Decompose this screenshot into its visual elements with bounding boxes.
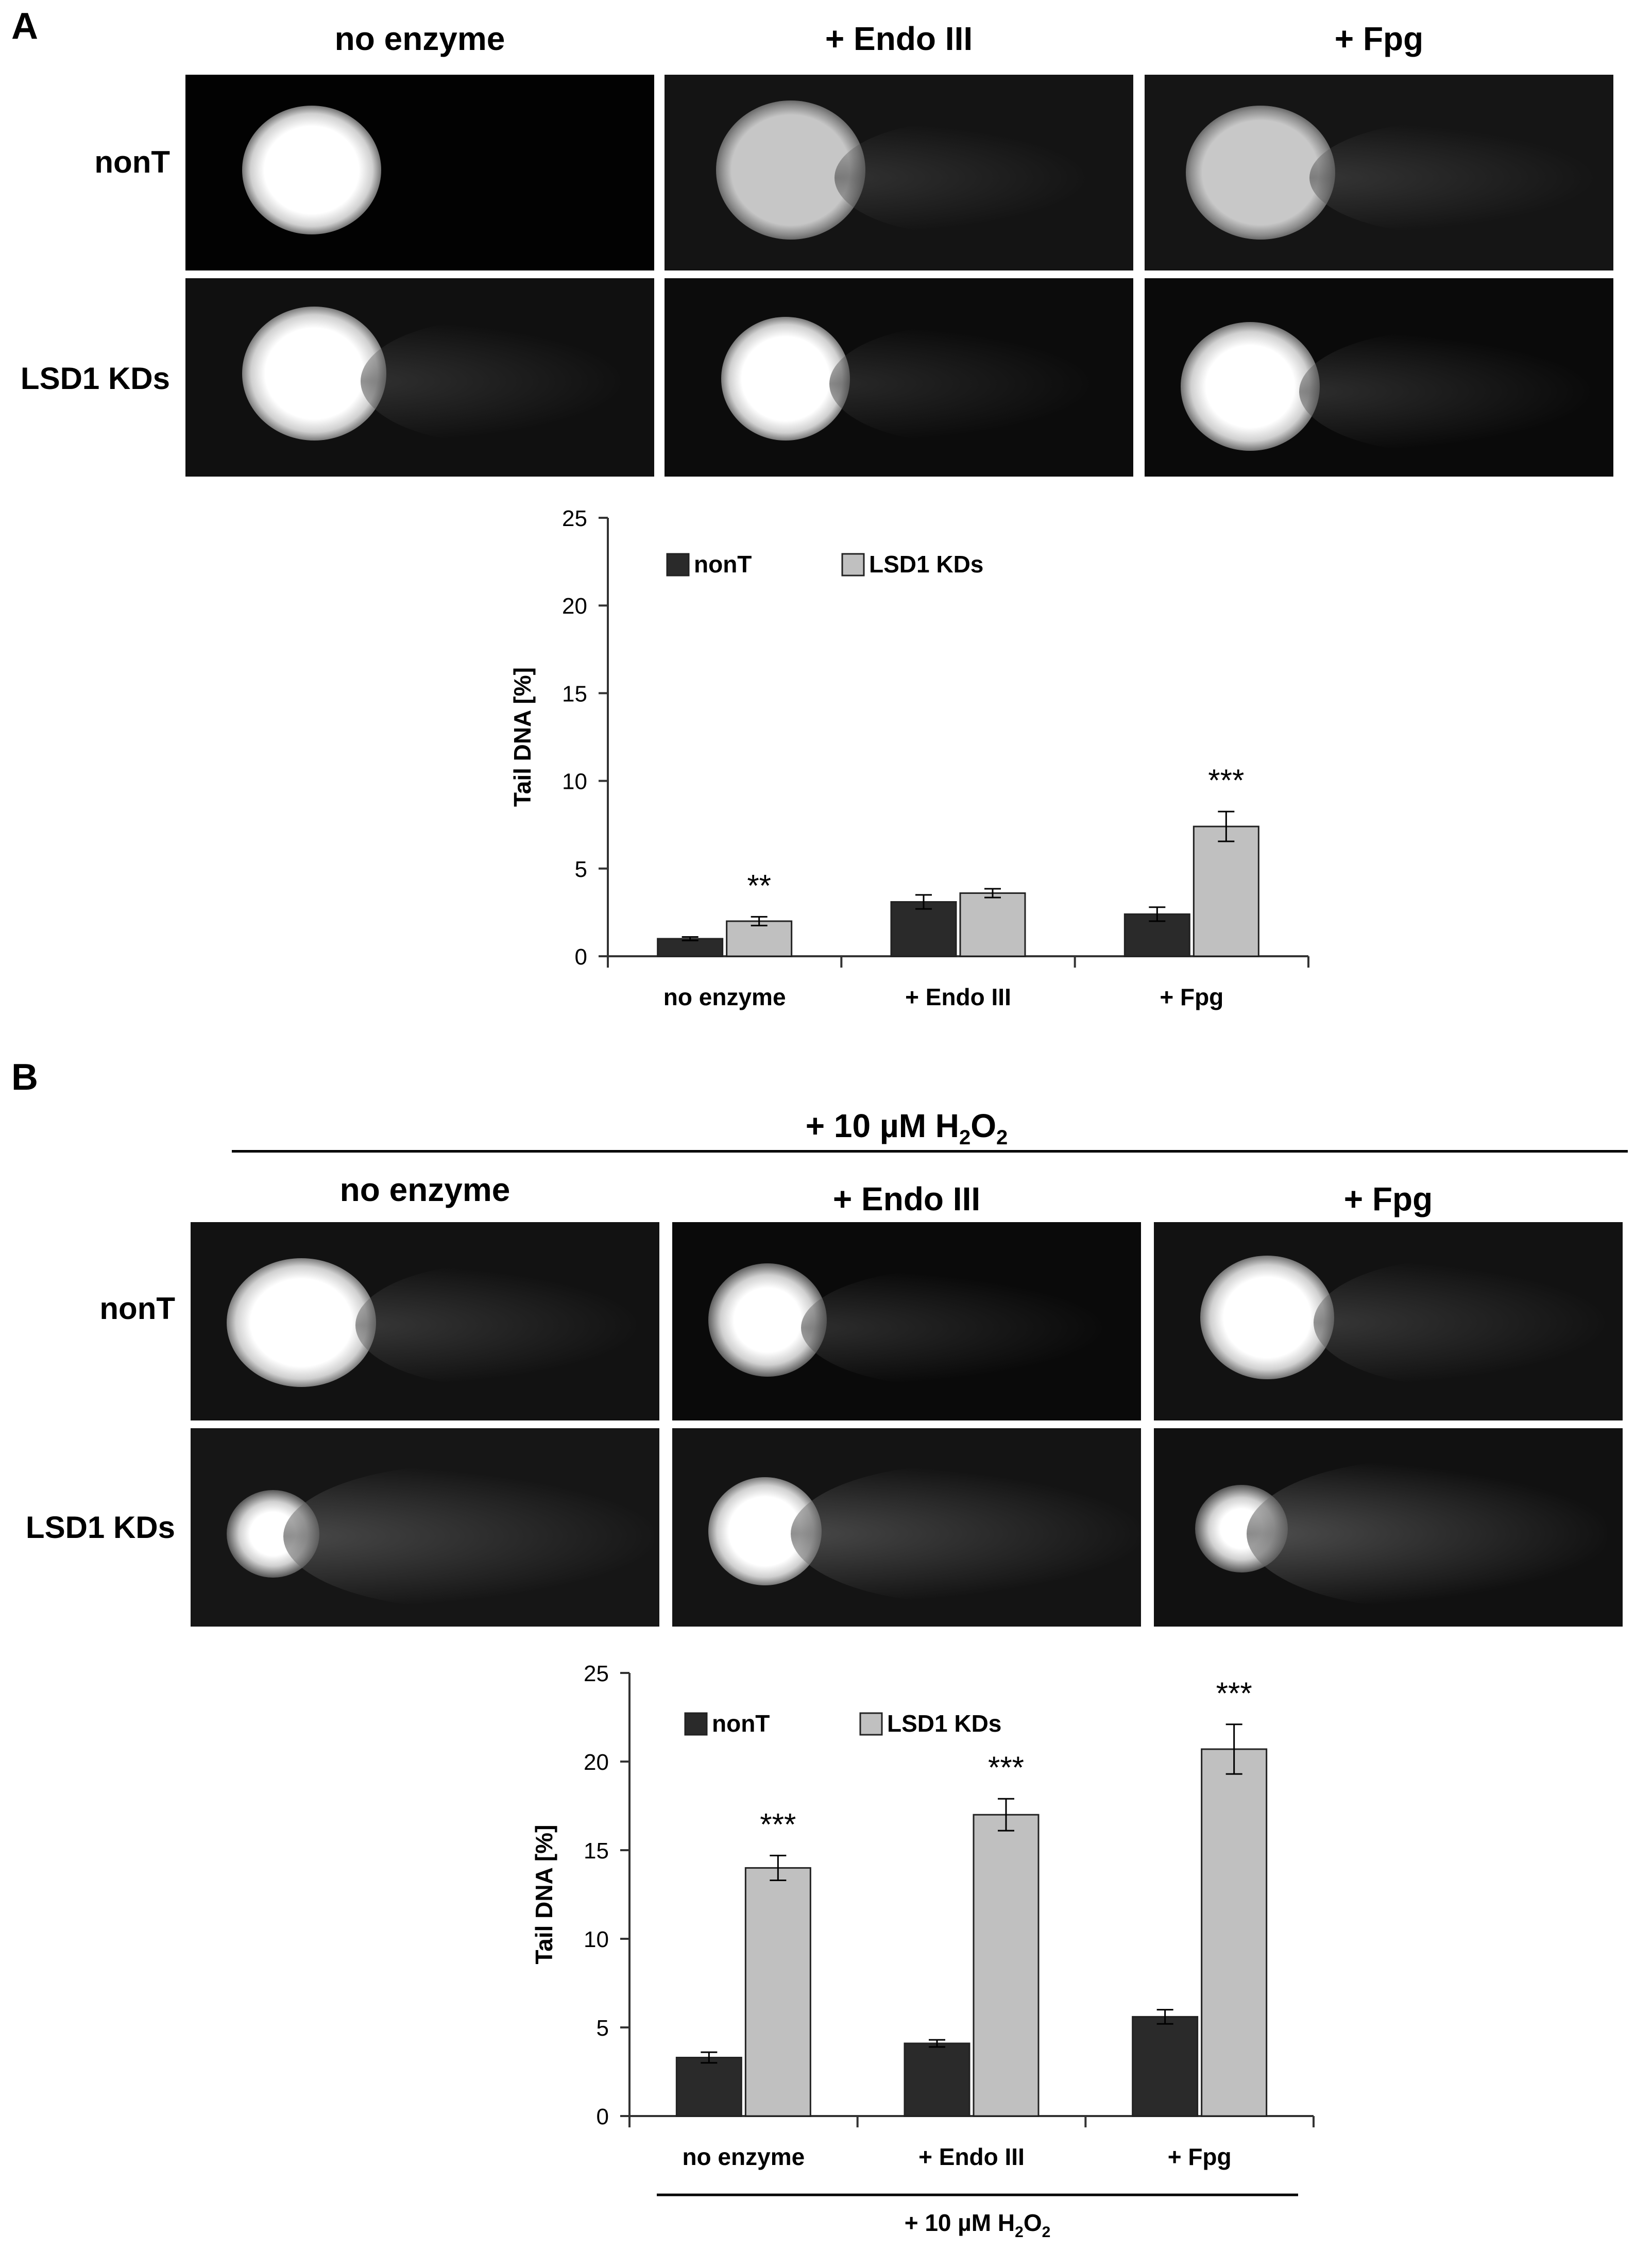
chart-b-significance-label: *** [988,1750,1024,1785]
chart-b-bar-nont [1132,2016,1199,2117]
panel-b-col-fpg: + Fpg [1343,1180,1433,1217]
chart-a-category-label: + Endo III [905,984,1011,1010]
chart-b-y-tick-label: 25 [584,1661,609,1686]
panel-b-col-no-enzyme: no enzyme [339,1171,510,1208]
chart-b-significance-label: *** [760,1807,796,1841]
comet-image-a-nont-fpg [1145,75,1613,270]
panel-b-row-lsd1: LSD1 KDs [25,1510,175,1545]
panel-b-col-endo-iii: + Endo III [832,1180,981,1217]
comet-image-a-nont-no-enzyme [185,75,654,270]
panel-a-row-nont: nonT [94,145,170,179]
chart-a-bar-nont [890,901,957,957]
comet-image-b-lsd1-fpg [1154,1428,1623,1627]
chart-a-y-tick-label: 0 [575,944,587,970]
chart-a-legend-swatch-lsd1 [841,553,865,577]
chart-a-bar-lsd1 [726,920,793,957]
chart-b: 0 5 10 15 20 25 Tail DNA [%] no enzyme *** + Endo… [531,1661,1315,2241]
chart-b-y-tick-label: 5 [597,2016,609,2041]
chart-a-y-axis-label: Tail DNA [%] [509,667,536,807]
chart-b-category-label: + Endo III [918,2143,1025,2170]
comet-image-a-lsd1-no-enzyme [185,278,654,477]
chart-a-y-tick-label: 15 [562,681,587,706]
chart-b-legend-swatch-lsd1 [859,1712,883,1736]
chart-b-significance-label: *** [1216,1676,1252,1711]
comet-image-b-nont-no-enzyme [191,1222,659,1420]
chart-a-y-tick-label: 5 [575,857,587,882]
chart-a-bar-nont [657,938,724,957]
chart-a-y-tick-label: 10 [562,769,587,794]
chart-a-legend-swatch-nont [666,553,690,577]
panel-b-row-nont: nonT [99,1291,175,1326]
chart-b-category-label: no enzyme [682,2143,805,2170]
chart-b-bar-nont [904,2042,970,2117]
chart-b-y-tick-label: 15 [584,1838,609,1864]
chart-b-x-group-label: + 10 µM H2O2 [905,2209,1051,2241]
chart-a-category-label: + Fpg [1160,984,1223,1010]
comet-image-b-nont-endo-iii [672,1222,1141,1420]
chart-b-category-label: + Fpg [1168,2143,1232,2170]
chart-b-y-tick-label: 20 [584,1750,609,1775]
chart-a-legend-label-nont: nonT [694,551,752,578]
chart-a-significance-label: ** [747,868,771,903]
comet-image-b-lsd1-no-enzyme [191,1428,659,1627]
panel-a-col-fpg: + Fpg [1334,20,1424,57]
panel-a-col-endo-iii: + Endo III [825,20,973,57]
panel-a-row-lsd1: LSD1 KDs [20,361,170,396]
chart-b-legend-swatch-nont [684,1712,708,1736]
chart-a-y-tick-label: 25 [562,506,587,531]
comet-image-b-lsd1-endo-iii [672,1428,1141,1627]
chart-a-significance-label: *** [1208,763,1244,798]
chart-b-bar-lsd1 [973,1814,1040,2117]
panel-a-letter: A [11,6,38,47]
chart-b-y-tick-label: 0 [597,2104,609,2129]
panel-b-letter: B [11,1057,38,1098]
chart-b-legend-label-nont: nonT [712,1710,770,1737]
chart-b-bar-lsd1 [1201,1748,1268,2117]
chart-a-category-label: no enzyme [663,984,786,1010]
panel-b-treatment-line [232,1150,1628,1153]
comet-image-a-lsd1-endo-iii [665,278,1133,477]
panel-b-treatment-label: + 10 µM H2O2 [805,1107,1008,1149]
comet-image-b-nont-fpg [1154,1222,1623,1420]
chart-b-y-tick-label: 10 [584,1927,609,1952]
chart-a-legend-label-lsd1: LSD1 KDs [869,551,983,578]
chart-a-bar-lsd1 [959,892,1026,957]
chart-a: 0 5 10 15 20 25 Tail DNA [%] no enzyme ** + Endo … [509,506,1309,1010]
chart-b-bar-nont [675,2056,742,2117]
panel-a-col-no-enzyme: no enzyme [334,20,505,57]
comet-image-a-lsd1-fpg [1145,278,1613,477]
chart-a-y-tick-label: 20 [562,594,587,619]
comet-image-a-nont-endo-iii [665,75,1133,270]
chart-b-y-axis-label: Tail DNA [%] [531,1825,557,1965]
chart-a-bar-lsd1 [1193,825,1259,957]
chart-b-legend-label-lsd1: LSD1 KDs [887,1710,1001,1737]
chart-b-bar-lsd1 [744,1867,811,2117]
